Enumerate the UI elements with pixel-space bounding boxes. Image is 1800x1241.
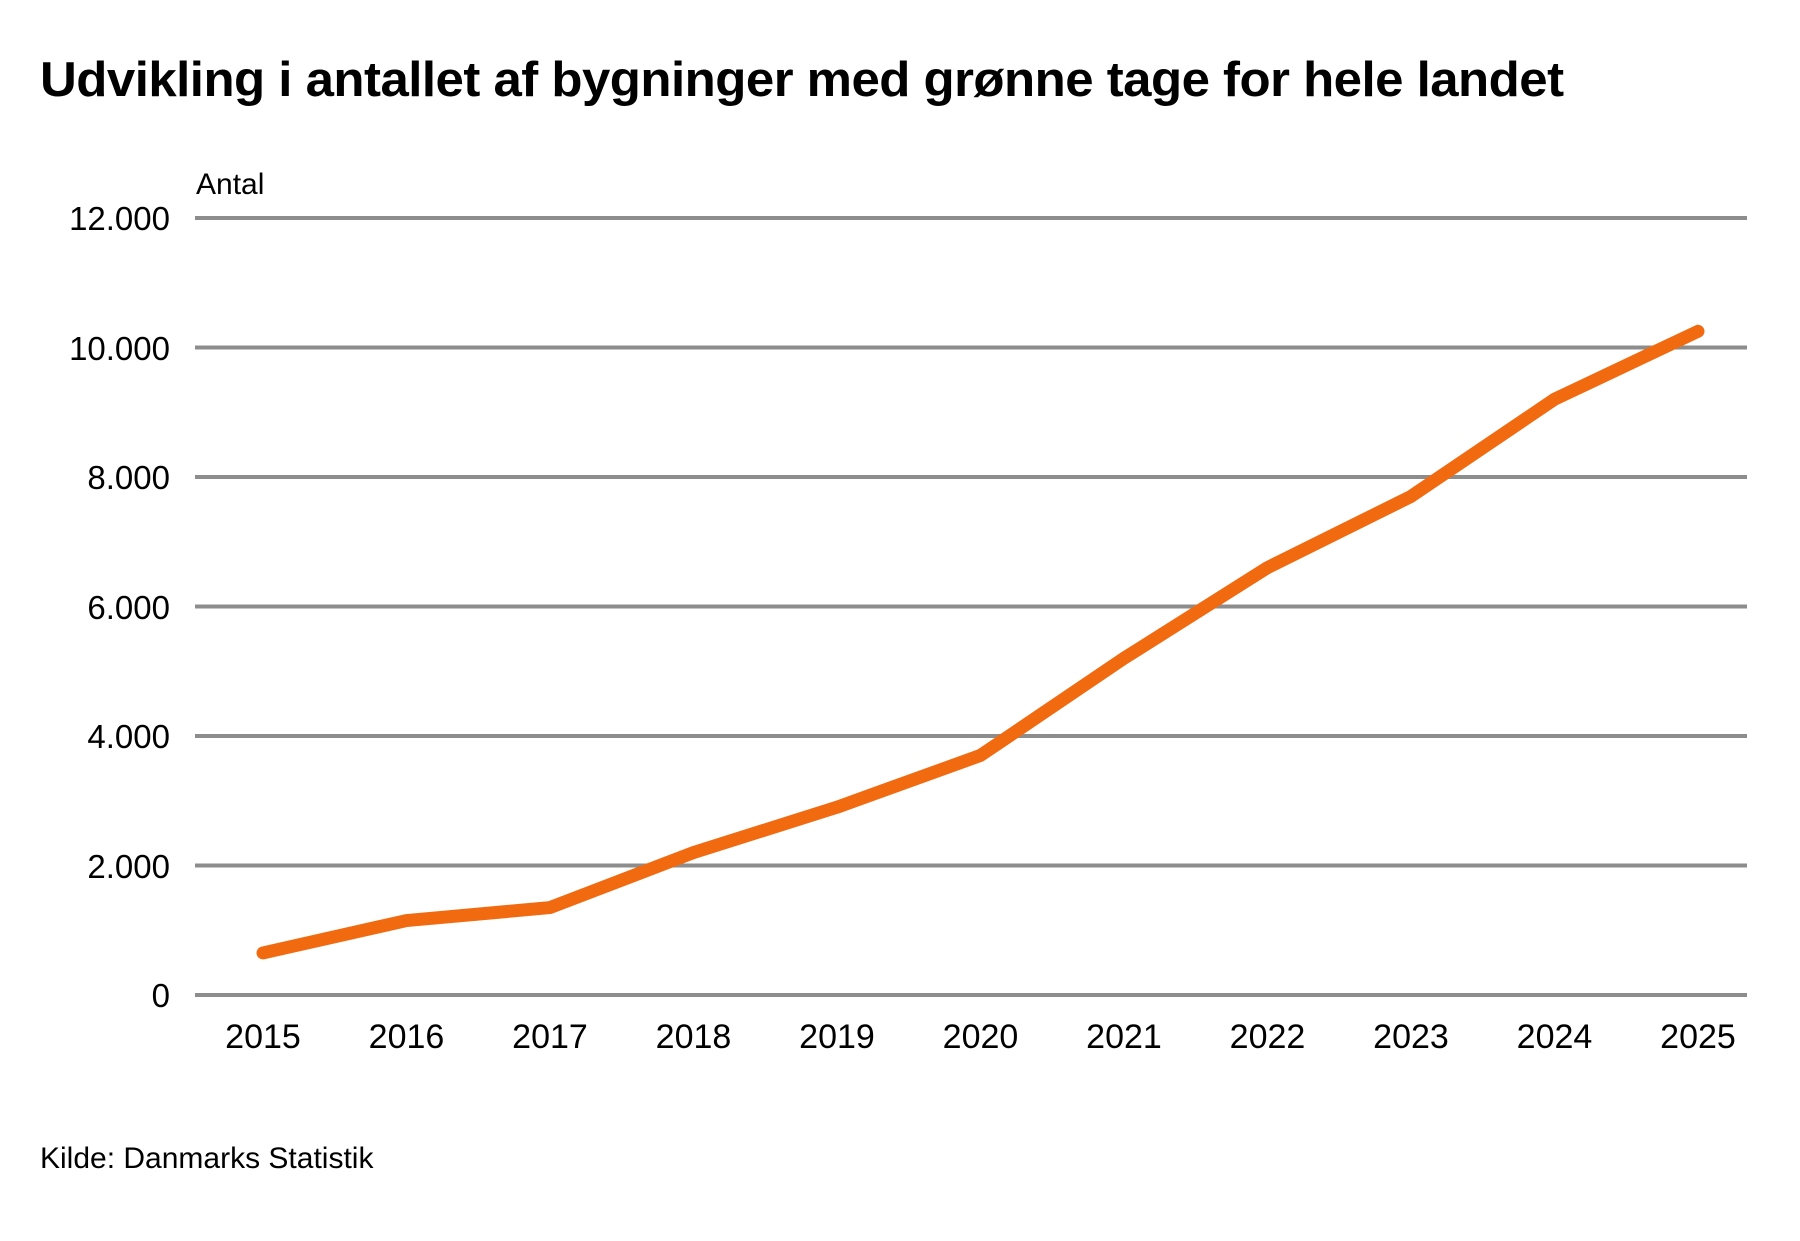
data-line: [256, 324, 1705, 960]
y-tick-label: 10.000: [69, 329, 170, 367]
y-tick-label: 12.000: [69, 200, 170, 237]
x-tick-label: 2019: [799, 1018, 875, 1056]
y-axis-title: Antal: [196, 168, 265, 201]
y-tick-label: 4.000: [87, 718, 170, 755]
source-note: Kilde: Danmarks Statistik: [40, 1142, 374, 1175]
x-tick-label: 2015: [225, 1018, 301, 1056]
x-tick-label: 2024: [1516, 1018, 1593, 1056]
x-tick-label: 2025: [1660, 1018, 1736, 1056]
x-tick-label: 2023: [1373, 1018, 1449, 1056]
y-tick-label: 8.000: [87, 459, 170, 496]
y-tick-label: 6.000: [87, 588, 170, 626]
x-tick-label: 2016: [368, 1018, 445, 1056]
x-tick-label: 2022: [1229, 1018, 1306, 1056]
x-tick-label: 2018: [655, 1018, 732, 1056]
chart-title: Udvikling i antallet af bygninger med gr…: [40, 53, 1564, 107]
x-tick-label: 2020: [942, 1018, 1019, 1056]
x-tick-label: 2021: [1086, 1018, 1162, 1056]
y-tick-label: 0: [151, 977, 170, 1014]
y-tick-label: 2.000: [87, 847, 170, 885]
x-tick-label: 2017: [512, 1018, 588, 1056]
